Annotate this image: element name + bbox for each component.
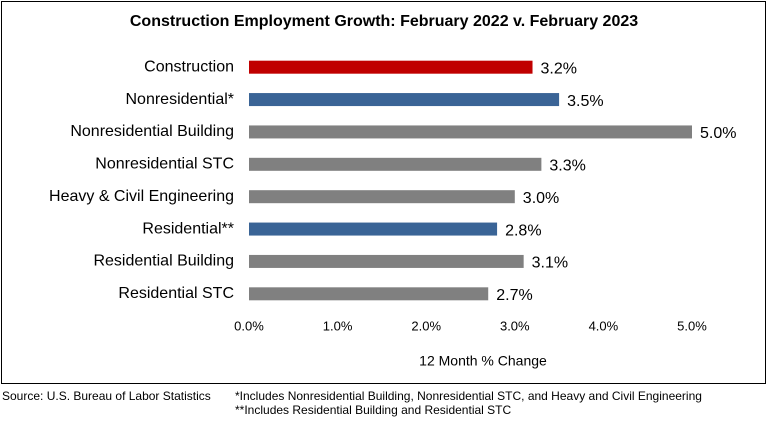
bar: [249, 157, 542, 171]
x-tick-label: 4.0%: [589, 318, 619, 333]
y-tick-label: Heavy & Civil Engineering: [49, 188, 234, 205]
value-label: 3.0%: [523, 190, 559, 207]
x-tick-label: 5.0%: [677, 318, 707, 333]
y-tick-label: Nonresidential Building: [70, 123, 234, 140]
y-tick-label: Construction: [144, 58, 234, 75]
x-tick-label: 3.0%: [500, 318, 530, 333]
source: Source: U.S. Bureau of Labor Statistics: [2, 389, 211, 403]
x-tick-label: 1.0%: [323, 318, 353, 333]
bar: [249, 60, 533, 74]
x-tick-label: 0.0%: [234, 318, 264, 333]
bar: [249, 93, 560, 107]
value-label: 5.0%: [700, 125, 736, 142]
value-label: 3.3%: [549, 158, 585, 175]
y-tick-label: Nonresidential STC: [95, 156, 234, 173]
x-axis-title: 12 Month % Change: [419, 353, 547, 369]
footnote: **Includes Residential Building and Resi…: [235, 403, 511, 417]
bar: [249, 254, 524, 268]
value-label: 2.7%: [496, 287, 532, 304]
y-tick-label: Nonresidential*: [125, 91, 234, 108]
value-label: 3.2%: [541, 60, 577, 77]
value-label: 2.8%: [505, 222, 541, 239]
bar: [249, 125, 692, 139]
y-tick-label: Residential**: [142, 220, 234, 237]
x-tick-label: 2.0%: [411, 318, 441, 333]
y-tick-label: Residential Building: [93, 253, 234, 270]
value-label: 3.1%: [532, 255, 568, 272]
chart-title: Construction Employment Growth: February…: [130, 13, 638, 30]
bar: [249, 287, 489, 301]
value-label: 3.5%: [567, 93, 603, 110]
y-tick-label: Residential STC: [118, 285, 234, 302]
bar: [249, 222, 498, 236]
footnote: *Includes Nonresidential Building, Nonre…: [235, 389, 702, 403]
bar: [249, 190, 515, 204]
